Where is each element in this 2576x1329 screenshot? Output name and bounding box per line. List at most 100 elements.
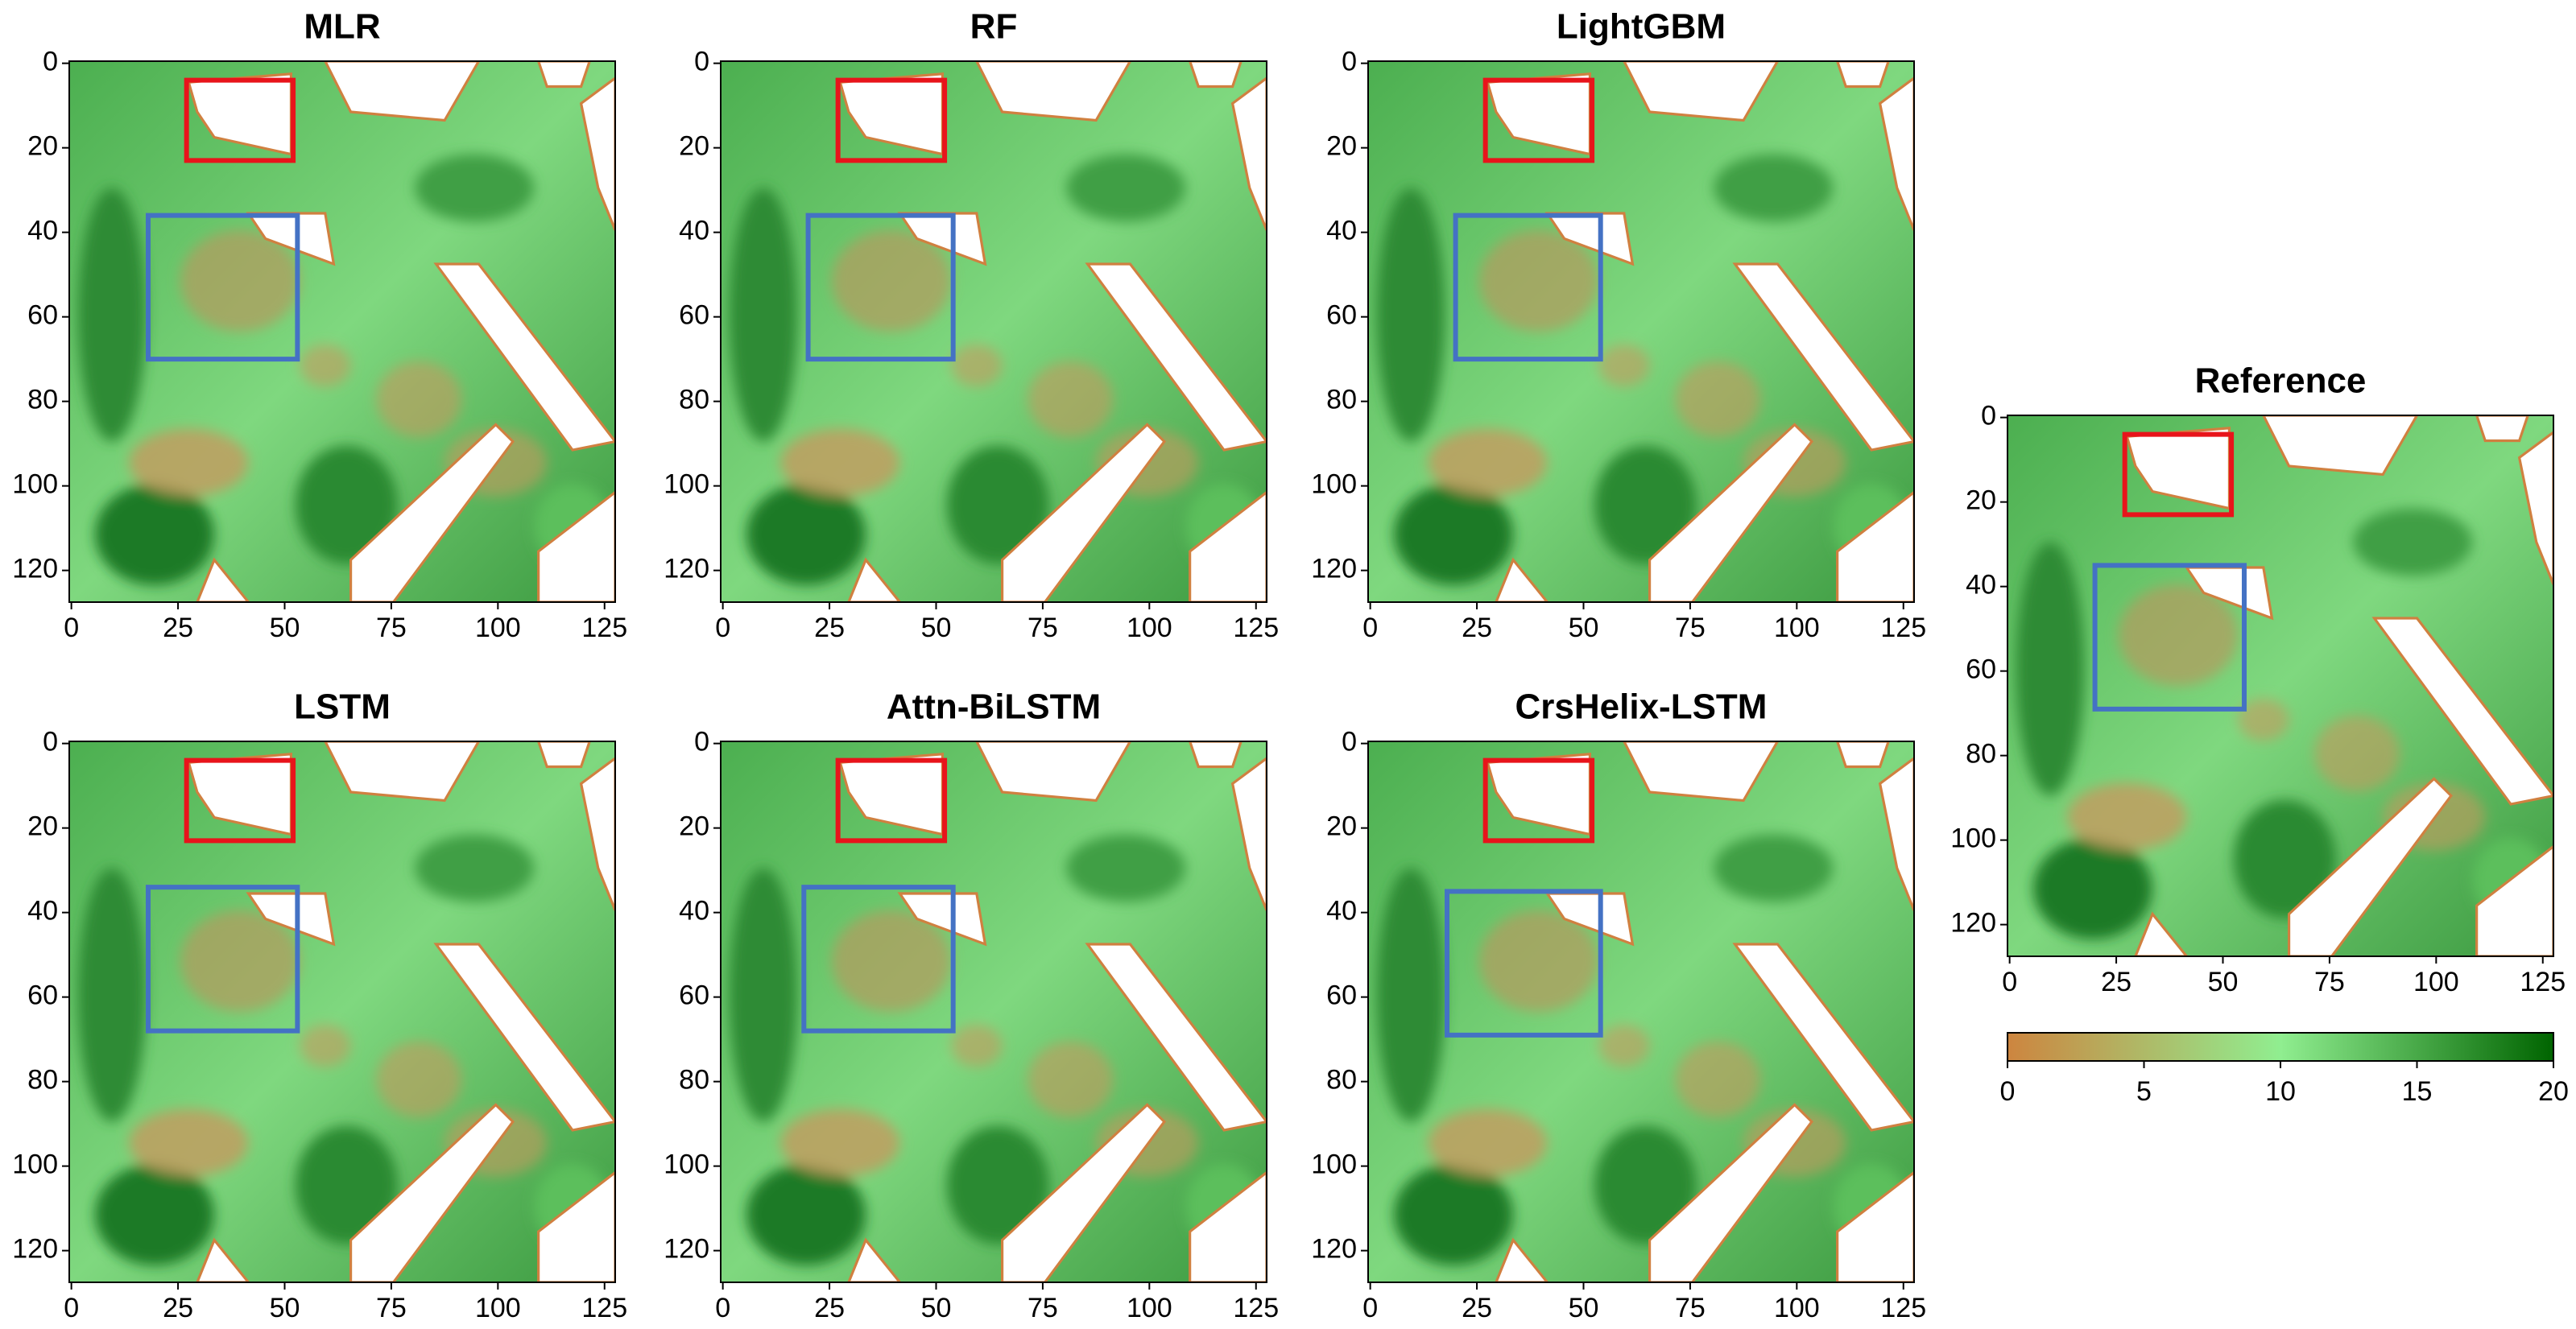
y-tick-label: 80 — [679, 385, 709, 415]
y-tick-label: 120 — [12, 554, 58, 584]
highlight-box — [184, 77, 296, 163]
x-tick-label: 25 — [1462, 1293, 1492, 1323]
x-tick-label: 100 — [475, 613, 521, 643]
axes-frame — [68, 60, 616, 603]
x-tick-label: 0 — [715, 613, 730, 643]
x-tick-label: 100 — [1774, 1293, 1820, 1323]
highlight-box — [2122, 431, 2235, 518]
y-tick-label: 120 — [1311, 554, 1357, 584]
x-tick-label: 25 — [163, 1293, 193, 1323]
x-tick-label: 75 — [1675, 1293, 1706, 1323]
heatmap-image — [721, 61, 1267, 602]
x-tick-label: 125 — [1233, 613, 1279, 643]
highlight-box — [145, 213, 300, 362]
y-tick-label: 40 — [1966, 570, 1996, 601]
x-tick-label: 50 — [270, 613, 300, 643]
x-tick-label: 0 — [64, 613, 79, 643]
x-tick-label: 75 — [376, 1293, 407, 1323]
x-tick-label: 25 — [814, 613, 845, 643]
colorbar-tick-label: 20 — [2538, 1076, 2569, 1107]
x-tick-label: 50 — [1569, 1293, 1599, 1323]
panel-title: CrsHelix-LSTM — [1515, 687, 1768, 727]
panel: RF 0 25 50 75 100 125 0 20 40 60 80 100 120 — [664, 7, 1279, 643]
y-tick-label: 40 — [679, 896, 709, 927]
x-tick-label: 125 — [581, 613, 627, 643]
colorbar-tick-label: 10 — [2265, 1076, 2296, 1107]
panel-title: LightGBM — [1557, 7, 1726, 47]
x-tick-label: 125 — [581, 1293, 627, 1323]
highlight-box — [1444, 889, 1603, 1038]
highlight-box — [805, 213, 956, 362]
y-tick-label: 20 — [27, 131, 58, 162]
colorbar-tick-label: 0 — [2000, 1076, 2016, 1107]
y-tick-label: 0 — [43, 47, 58, 77]
highlight-box — [1453, 213, 1603, 362]
y-tick-label: 60 — [1966, 654, 1996, 685]
y-tick-label: 100 — [12, 469, 58, 500]
y-tick-label: 20 — [679, 131, 709, 162]
x-tick-label: 50 — [270, 1293, 300, 1323]
heatmap-image — [1368, 61, 1914, 602]
y-tick-label: 80 — [27, 1065, 58, 1096]
highlight-box — [184, 757, 296, 844]
y-tick-label: 60 — [1326, 300, 1357, 331]
x-tick-label: 125 — [1880, 613, 1926, 643]
y-tick-label: 120 — [12, 1234, 58, 1265]
y-tick-label: 80 — [1966, 739, 1996, 770]
x-tick-label: 100 — [1127, 1293, 1172, 1323]
x-tick-label: 50 — [1569, 613, 1599, 643]
colorbar — [2007, 1032, 2554, 1062]
axes-frame — [1367, 60, 1915, 603]
y-tick-label: 60 — [679, 300, 709, 331]
y-tick-label: 100 — [664, 469, 709, 500]
highlight-box — [145, 885, 300, 1034]
y-tick-label: 80 — [27, 385, 58, 415]
panel-title: MLR — [304, 7, 380, 47]
y-tick-label: 40 — [1326, 216, 1357, 246]
axes-frame — [1367, 741, 1915, 1283]
x-tick-label: 75 — [2314, 967, 2345, 997]
y-tick-label: 60 — [679, 980, 709, 1011]
y-tick-label: 20 — [1966, 485, 1996, 516]
panel: CrsHelix-LSTM 0 25 50 75 100 125 0 20 40 60 80 100 12… — [1311, 687, 1926, 1323]
heatmap-image — [2007, 415, 2553, 956]
y-tick-label: 120 — [1311, 1234, 1357, 1265]
x-tick-label: 50 — [921, 613, 952, 643]
x-tick-label: 0 — [1362, 1293, 1378, 1323]
y-tick-label: 120 — [1950, 908, 1996, 939]
x-tick-label: 125 — [1880, 1293, 1926, 1323]
y-tick-label: 120 — [664, 1234, 709, 1265]
y-tick-label: 80 — [1326, 1065, 1357, 1096]
x-tick-label: 125 — [1233, 1293, 1279, 1323]
y-tick-label: 80 — [679, 1065, 709, 1096]
highlight-box — [1482, 77, 1595, 163]
y-tick-label: 100 — [664, 1149, 709, 1180]
y-tick-label: 60 — [27, 300, 58, 331]
highlight-box — [2092, 563, 2247, 712]
panel: LSTM 0 25 50 75 100 125 0 20 40 60 80 100 120 — [12, 687, 627, 1323]
y-tick-label: 100 — [1311, 1149, 1357, 1180]
y-tick-label: 60 — [27, 980, 58, 1011]
y-tick-label: 0 — [1342, 47, 1357, 77]
y-tick-label: 0 — [1342, 727, 1357, 757]
panel-title: Attn-BiLSTM — [887, 687, 1101, 727]
heatmap-image — [69, 741, 615, 1282]
x-tick-label: 50 — [2208, 967, 2239, 997]
x-tick-label: 0 — [715, 1293, 730, 1323]
x-tick-label: 0 — [64, 1293, 79, 1323]
y-tick-label: 100 — [1311, 469, 1357, 500]
axes-frame — [720, 60, 1267, 603]
highlight-box — [835, 757, 948, 844]
y-tick-label: 100 — [1950, 823, 1996, 854]
x-tick-label: 25 — [814, 1293, 845, 1323]
y-tick-label: 40 — [27, 216, 58, 246]
x-tick-label: 25 — [2101, 967, 2132, 997]
x-tick-label: 100 — [1127, 613, 1172, 643]
y-tick-label: 0 — [43, 727, 58, 757]
highlight-box — [801, 885, 956, 1034]
x-tick-label: 125 — [2520, 967, 2566, 997]
y-tick-label: 20 — [27, 811, 58, 842]
x-tick-label: 100 — [2413, 967, 2459, 997]
